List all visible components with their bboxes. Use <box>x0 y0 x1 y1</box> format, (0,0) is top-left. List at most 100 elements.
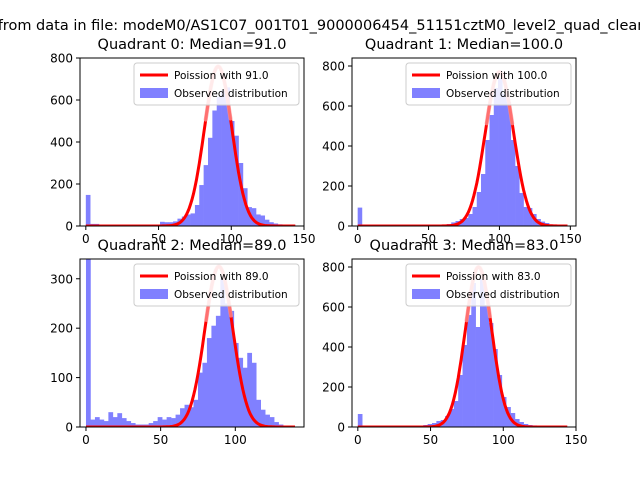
x-tick-label: 100 <box>492 433 515 447</box>
subplot-title: Quadrant 0: Median=91.0 <box>98 37 287 53</box>
histogram-bar <box>224 303 230 427</box>
histogram-bar <box>108 412 114 427</box>
subplot-quadrant-0: Quadrant 0: Median=91.0 0 50 100 150 0 200 400 6… <box>50 37 315 246</box>
y-tick-label: 0 <box>65 421 73 435</box>
histogram-bar <box>99 419 105 427</box>
y-tick-label: 200 <box>50 178 73 192</box>
subplot-title: Quadrant 3: Median=83.0 <box>370 238 559 254</box>
histogram-bar <box>90 419 96 427</box>
x-tick-label: 50 <box>421 232 436 246</box>
y-tick-label: 800 <box>322 261 345 275</box>
histogram-bar <box>481 174 486 226</box>
x-tick-label: 0 <box>354 433 362 447</box>
histogram-bar <box>453 401 459 427</box>
legend-patch-swatch <box>412 289 440 299</box>
legend-label-poisson: Poission with 83.0 <box>446 271 541 283</box>
histogram-bar <box>103 421 109 427</box>
figure-suptitle: Plot from data in file: modeM0/AS1C07_00… <box>0 18 640 34</box>
subplot-quadrant-1: Quadrant 1: Median=100.0 0 50 100 150 0 200 400… <box>322 37 582 246</box>
y-tick-label: 400 <box>322 341 345 355</box>
legend: Poission with 83.0 Observed distribution <box>405 263 572 307</box>
histogram-bar <box>130 423 136 427</box>
legend-box <box>405 62 572 106</box>
histogram-bar <box>506 102 512 226</box>
legend: Poission with 89.0 Observed distribution <box>133 263 300 307</box>
y-tick-label: 0 <box>337 421 345 435</box>
histogram-bar <box>480 279 485 427</box>
histogram-bar <box>153 421 158 427</box>
legend-label-observed: Observed distribution <box>446 88 560 100</box>
x-tick-label: 100 <box>224 433 247 447</box>
histogram-bar <box>468 214 473 226</box>
legend-label-observed: Observed distribution <box>446 289 560 301</box>
histogram-bar <box>238 163 244 226</box>
histogram-bar <box>264 219 270 226</box>
legend-label-observed: Observed distribution <box>174 289 288 301</box>
histogram-bar <box>148 423 154 427</box>
x-tick-label: 150 <box>559 232 582 246</box>
histogram-bar <box>164 222 170 226</box>
x-tick-label: 50 <box>151 232 166 246</box>
y-tick-label: 400 <box>50 136 73 150</box>
y-tick-label: 600 <box>322 100 345 114</box>
x-tick-label: 0 <box>82 232 90 246</box>
histogram-bar <box>85 194 91 226</box>
y-tick-label: 0 <box>65 220 73 234</box>
legend-label-observed: Observed distribution <box>174 88 288 100</box>
poisson-curve <box>85 64 296 226</box>
histogram-bar <box>203 165 209 226</box>
plot-area <box>357 264 568 427</box>
x-tick-label: 50 <box>153 433 168 447</box>
histogram-bar <box>238 357 244 427</box>
y-tick-label: 800 <box>322 60 345 74</box>
legend-patch-swatch <box>140 88 168 98</box>
histogram-bar <box>357 414 363 427</box>
y-tick-label: 200 <box>50 322 73 336</box>
histogram-bar <box>229 121 235 226</box>
histogram-bar <box>225 87 231 226</box>
poisson-curve <box>357 70 568 226</box>
histogram-bar <box>515 166 520 226</box>
histogram-bar <box>519 422 524 427</box>
histogram-bar <box>472 207 478 226</box>
y-tick-label: 600 <box>50 94 73 108</box>
legend-box <box>405 263 572 307</box>
histogram-bar <box>510 140 516 226</box>
subplot-title: Quadrant 1: Median=100.0 <box>365 37 563 53</box>
histogram-bar <box>208 137 213 226</box>
x-tick-label: 50 <box>423 433 438 447</box>
histogram-bar <box>211 325 217 427</box>
histogram-bar <box>484 305 490 427</box>
histogram-bar <box>498 78 503 226</box>
histogram-bar <box>157 417 163 427</box>
y-tick-label: 300 <box>50 272 73 286</box>
histogram-bar <box>221 90 226 226</box>
histogram-bar <box>190 213 196 226</box>
histogram-bar <box>256 214 261 226</box>
histogram-bar <box>269 417 275 427</box>
y-tick-label: 200 <box>322 180 345 194</box>
x-tick-label: 150 <box>565 433 588 447</box>
histogram-bar <box>269 222 274 226</box>
histogram-bar <box>215 315 221 427</box>
histogram-bar <box>206 338 212 427</box>
histogram-bar <box>189 407 194 427</box>
y-tick-label: 100 <box>50 371 73 385</box>
y-tick-label: 200 <box>322 381 345 395</box>
axes-frame <box>79 258 305 428</box>
histogram-bar <box>464 218 469 226</box>
histogram-bar <box>247 352 253 427</box>
x-tick-label: 0 <box>82 433 90 447</box>
histogram-bar <box>449 409 455 427</box>
histogram-bar <box>471 283 476 427</box>
legend-patch-swatch <box>412 88 440 98</box>
histogram-bar <box>458 375 463 427</box>
histogram-bar <box>126 421 132 427</box>
histogram-bar <box>260 215 266 226</box>
subplot-quadrant-3: Quadrant 3: Median=83.0 0 50 100 150 0 200 400 6… <box>322 238 587 447</box>
histogram-bar <box>85 259 91 427</box>
y-tick-label: 0 <box>337 220 345 234</box>
histogram-bar <box>117 413 123 427</box>
histogram-bar <box>160 221 165 226</box>
